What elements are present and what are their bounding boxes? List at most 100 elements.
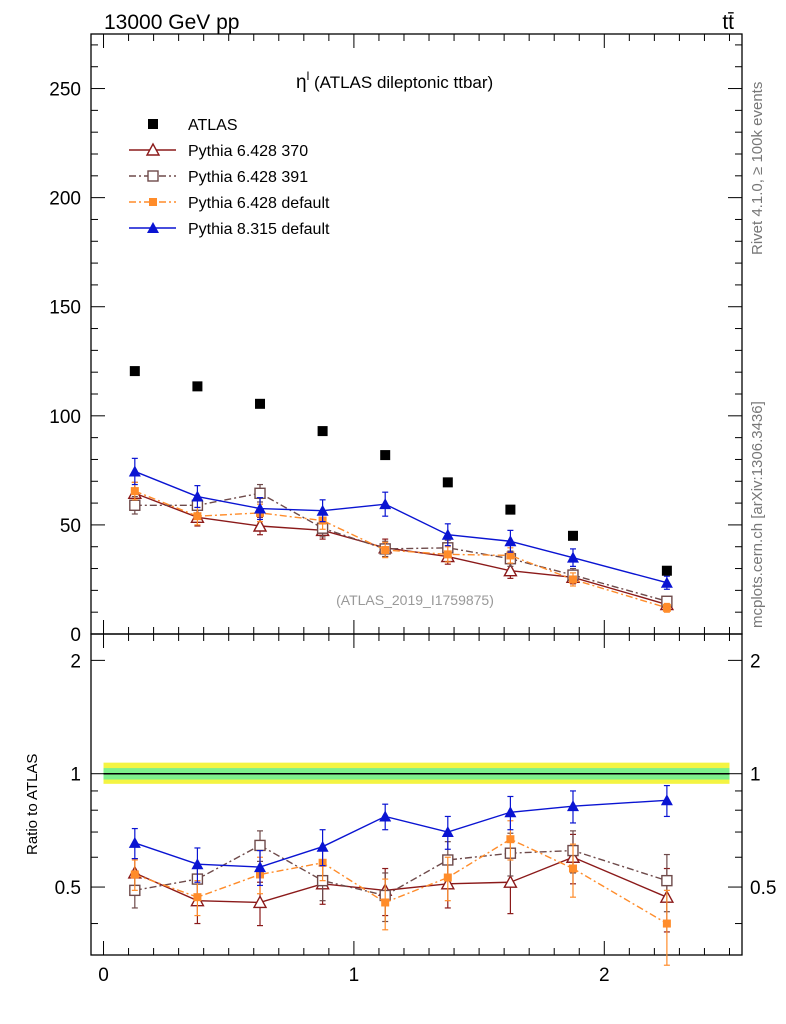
data-point <box>128 836 141 848</box>
data-point <box>130 487 139 496</box>
y-tick-label: 150 <box>49 298 81 319</box>
legend-item-2: Pythia 6.428 391 <box>129 169 308 186</box>
data-point <box>379 810 392 822</box>
main-panel: 0 50 100 150 200 250 ηl (ATLAS dileptonic ttb… <box>49 33 743 646</box>
data-point <box>129 366 140 377</box>
ratio-tick-label-right: 0.5 <box>750 878 776 899</box>
x-tick-label: 0 <box>98 965 109 986</box>
series-ratio-pythia-6-428-370 <box>127 833 675 933</box>
data-point <box>191 858 204 870</box>
data-point <box>503 874 518 888</box>
legend-marker <box>147 222 159 233</box>
data-point <box>380 450 391 461</box>
data-point <box>443 550 452 559</box>
series-line <box>134 492 668 606</box>
watermark: (ATLAS_2019_I1759875) <box>336 592 494 608</box>
data-point <box>191 490 204 502</box>
header-left: 13000 GeV pp <box>104 11 239 34</box>
ratio-tick-label-right: 2 <box>750 651 761 672</box>
data-point <box>503 563 518 577</box>
data-point <box>661 874 673 887</box>
plot-title-sup: l <box>307 69 310 83</box>
main-series <box>127 366 675 613</box>
y-tick-label: 200 <box>49 189 81 210</box>
series-ratio-pythia-6-428-391 <box>129 830 673 923</box>
series-line <box>134 492 668 602</box>
legend-label: Pythia 8.315 default <box>188 221 330 238</box>
y-tick-label: 250 <box>49 80 81 101</box>
ratio-x-ticks <box>103 634 730 955</box>
series-ratio-pythia-6-428-default <box>130 820 671 966</box>
data-point <box>317 426 328 437</box>
data-point <box>255 398 266 409</box>
series-main-pythia-8-315-default <box>128 457 673 590</box>
data-point <box>254 487 266 499</box>
main-x-ticks <box>103 34 730 634</box>
data-point <box>566 551 579 563</box>
data-point <box>506 551 515 560</box>
ratio-tick-label-right: 1 <box>750 765 761 786</box>
legend-item-3: Pythia 6.428 default <box>129 195 330 212</box>
series-line <box>134 470 668 584</box>
legend-label: Pythia 6.428 default <box>188 195 330 212</box>
legend-label: Pythia 6.428 370 <box>188 143 308 160</box>
data-point <box>128 465 141 477</box>
data-point <box>566 800 579 812</box>
data-point <box>316 504 329 516</box>
main-y-ticks: 0 50 100 150 200 250 <box>49 44 742 646</box>
ratio-tick-label: 1 <box>70 765 81 786</box>
series-line <box>134 844 668 897</box>
ratio-y-ticks: 0.5 0.5 1 1 2 2 <box>55 651 776 925</box>
mcplots-label: mcplots.cern.ch [arXiv:1306.3436] <box>749 401 766 628</box>
series-line <box>134 799 667 868</box>
data-point <box>661 565 672 576</box>
x-tick-label: 2 <box>599 965 610 986</box>
data-point <box>254 839 266 852</box>
data-point <box>379 498 392 510</box>
series-main-pythia-6-428-391 <box>129 483 673 607</box>
series-line <box>134 838 668 925</box>
x-tick-labels: 0 1 2 <box>98 965 609 986</box>
data-point <box>567 530 578 541</box>
rivet-label: Rivet 4.1.0, ≥ 100k events <box>749 82 766 255</box>
y-tick-label: 0 <box>70 625 81 646</box>
legend-marker <box>149 198 157 206</box>
data-point <box>252 518 268 532</box>
data-point <box>441 528 454 540</box>
data-point <box>252 895 268 909</box>
x-tick-label: 1 <box>349 965 360 986</box>
plot-title-eta: η <box>296 72 307 93</box>
data-point <box>193 512 202 521</box>
data-point <box>254 502 267 514</box>
data-point <box>442 477 453 488</box>
legend-item-4: Pythia 8.315 default <box>129 221 330 238</box>
data-point <box>568 575 577 584</box>
data-point <box>504 535 517 547</box>
data-point <box>193 893 202 902</box>
ratio-series <box>127 784 675 966</box>
data-point <box>506 835 515 844</box>
data-point <box>443 873 452 882</box>
data-point <box>441 826 454 838</box>
data-point <box>660 794 673 806</box>
series-ratio-pythia-8-315-default <box>128 784 673 887</box>
ratio-uncertainty-band <box>103 762 730 784</box>
legend-marker <box>148 119 158 129</box>
data-point <box>504 806 517 818</box>
data-point <box>129 499 141 511</box>
legend-item-0: ATLAS <box>148 117 238 134</box>
data-point <box>130 870 139 879</box>
data-point <box>381 546 390 554</box>
data-point <box>254 861 267 873</box>
data-point <box>505 504 516 515</box>
series-main-atlas <box>129 366 672 576</box>
plot-title: ηl (ATLAS dileptonic ttbar) <box>296 69 493 93</box>
ratio-tick-label: 2 <box>70 651 81 672</box>
data-point <box>568 864 577 873</box>
ratio-panel: 0.5 0.5 1 1 2 2 0 1 2 <box>55 633 776 986</box>
legend-label: ATLAS <box>188 117 238 134</box>
legend-marker <box>147 170 159 182</box>
data-point <box>316 840 329 852</box>
y-tick-label: 50 <box>60 516 81 537</box>
legend-marker <box>145 142 161 156</box>
